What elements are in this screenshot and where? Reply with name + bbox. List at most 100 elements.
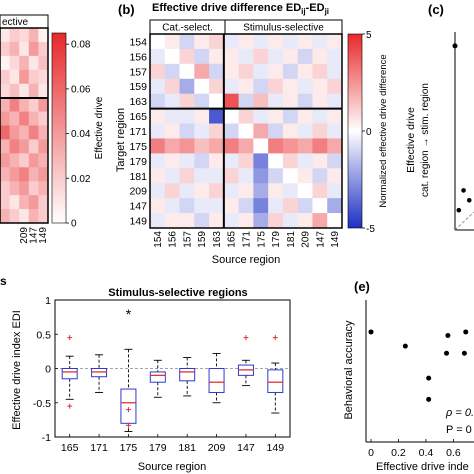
panel-b-group-label-stim: Stimulus-selective <box>243 23 324 34</box>
panel-d-xlabel: Source region <box>138 461 207 473</box>
panel-a-cell <box>9 28 20 43</box>
panel-b-cell <box>179 78 195 94</box>
panel-a-cell <box>9 41 20 57</box>
panel-d-label: s <box>0 274 7 288</box>
panel-b-cell <box>253 123 269 139</box>
panel-a-cell <box>38 55 49 71</box>
panel-a-cell <box>28 153 39 168</box>
panel-c-ylabel-line2: cat. region → stim. region <box>420 83 431 197</box>
panel-a-cell <box>9 181 20 196</box>
panel-a-cell <box>9 195 20 210</box>
panel-b-y-tick-label: 147 <box>129 201 147 213</box>
panel-b-cell <box>312 198 328 214</box>
panel-d-outlier <box>125 407 131 413</box>
panel-b-x-tick-label: 175 <box>256 231 267 248</box>
panel-b-cell <box>268 213 284 229</box>
panel-b-cell <box>297 123 313 139</box>
panel-a-cell <box>38 28 49 43</box>
panel-a-cell <box>19 153 30 168</box>
panel-b-cell <box>312 168 328 184</box>
panel-a-cell <box>9 97 20 112</box>
panel-b-cell <box>164 63 180 80</box>
panel-a-cell <box>0 55 10 71</box>
panel-a-cell <box>28 181 39 196</box>
panel-b-cell <box>223 48 239 65</box>
panel-b-cell <box>253 138 269 154</box>
panel-b-cell <box>282 48 298 65</box>
panel-a-heatmap <box>0 28 49 224</box>
panel-b-cell <box>150 34 166 50</box>
panel-b-y-tick-label: 175 <box>129 141 147 153</box>
panel-b-cell <box>223 34 239 50</box>
panel-b-cell <box>164 93 180 109</box>
panel-a-cell <box>0 69 10 85</box>
panel-b-cell <box>164 183 180 199</box>
panel-b-cell <box>297 198 313 214</box>
panel-c-marker <box>452 43 458 49</box>
panel-b: (b) Effective drive difference EDij-EDji… <box>115 2 389 266</box>
panel-d-y-tick-label: 1 <box>45 295 51 307</box>
panel-b-cell <box>268 93 284 109</box>
panel-a-cell <box>0 181 10 196</box>
panel-e-point <box>426 396 432 402</box>
panel-b-cell <box>297 213 313 229</box>
panel-b-cell <box>223 63 239 80</box>
panel-c-point <box>461 188 466 193</box>
panel-b-cell <box>179 48 195 65</box>
panel-b-cell <box>238 138 254 154</box>
panel-d-title: Stimulus-selective regions <box>108 287 247 299</box>
panel-b-cell <box>268 198 284 214</box>
panel-b-cell <box>238 198 254 214</box>
panel-b-y-tick-label: 171 <box>129 126 147 138</box>
panel-b-cell <box>223 153 239 169</box>
panel-b-cell <box>209 198 225 214</box>
panel-b-y-tick-label: 163 <box>129 96 147 108</box>
panel-a-cell <box>38 125 49 140</box>
panel-b-cell <box>238 123 254 139</box>
panel-b-y-tick-label: 149 <box>129 216 147 228</box>
panel-e-point <box>445 333 451 338</box>
panel-a-cell <box>28 41 39 57</box>
panel-b-cell <box>179 123 195 139</box>
panel-a-cell <box>9 139 20 154</box>
panel-a-cell <box>19 28 30 43</box>
panel-b-cell <box>194 48 210 65</box>
panel-b-y-ticks: 154 156 157 159 163 165 171 175 179 181 209 147 149 <box>129 36 147 227</box>
panel-b-cell <box>223 213 239 229</box>
panel-b-cell <box>282 34 298 50</box>
panel-b-cell <box>327 108 343 124</box>
panel-d: s Stimulus-selective regions 1 0.5 0 -0.5 -1… <box>0 274 291 473</box>
panel-b-cell <box>282 213 298 229</box>
panel-b-cell <box>150 123 166 139</box>
panel-b-frame <box>149 33 343 229</box>
panel-b-y-tick-label: 179 <box>129 156 147 168</box>
panel-a-cell <box>0 97 10 112</box>
panel-b-cell <box>312 78 328 94</box>
panel-b-cell <box>209 213 225 229</box>
panel-d-x-tick-label: 175 <box>120 442 138 454</box>
panel-c-points <box>452 43 472 213</box>
panel-b-cell <box>164 48 180 65</box>
panel-b-cell <box>179 138 195 154</box>
panel-b-cell <box>238 63 254 80</box>
panel-b-cell <box>253 48 269 65</box>
panel-b-cell <box>327 183 343 199</box>
panel-b-colorbar-label: Normalized effective drive difference <box>378 54 389 207</box>
panel-b-cell <box>327 48 343 65</box>
panel-b-cell <box>209 123 225 139</box>
panel-b-y-tick-label: 156 <box>129 51 147 63</box>
panel-b-cell <box>194 138 210 154</box>
panel-a-cell <box>19 167 30 182</box>
panel-a-cell <box>0 83 10 98</box>
panel-b-cell <box>327 63 343 80</box>
panel-d-outlier <box>272 335 278 341</box>
panel-b-cell <box>150 183 166 199</box>
panel-b-colorbar-tick-label: -5 <box>366 224 375 235</box>
panel-b-cell <box>238 78 254 94</box>
panel-d-x-tick-label: 181 <box>178 442 196 454</box>
panel-d-y-tick-label: -0.5 <box>33 398 51 410</box>
panel-d-x-tick-label: 171 <box>90 442 108 454</box>
panel-b-cell <box>223 138 239 154</box>
panel-b-cell <box>164 34 180 50</box>
panel-b-colorbar-tick-label: 5 <box>366 30 372 41</box>
